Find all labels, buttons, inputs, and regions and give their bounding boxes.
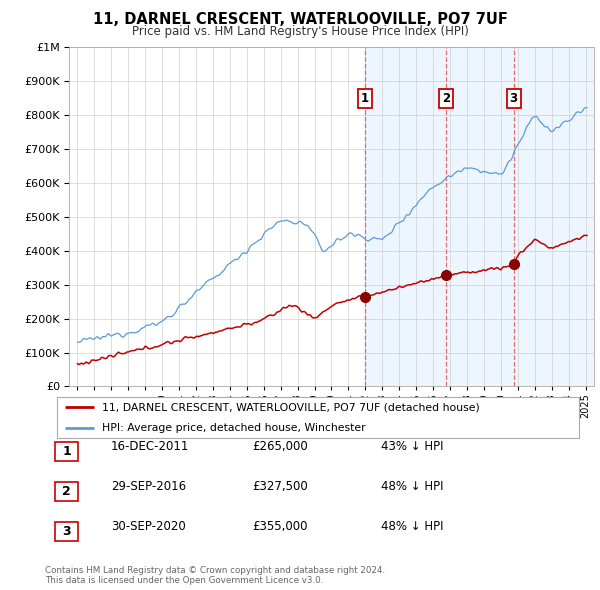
Bar <box>365 47 600 386</box>
Text: £355,000: £355,000 <box>252 520 308 533</box>
Text: 3: 3 <box>62 525 71 538</box>
Text: £327,500: £327,500 <box>252 480 308 493</box>
Text: 48% ↓ HPI: 48% ↓ HPI <box>381 480 443 493</box>
Text: HPI: Average price, detached house, Winchester: HPI: Average price, detached house, Winc… <box>101 422 365 432</box>
Text: 16-DEC-2011: 16-DEC-2011 <box>111 440 190 453</box>
Text: £265,000: £265,000 <box>252 440 308 453</box>
Text: 48% ↓ HPI: 48% ↓ HPI <box>381 520 443 533</box>
FancyBboxPatch shape <box>55 522 78 541</box>
Text: 11, DARNEL CRESCENT, WATERLOOVILLE, PO7 7UF (detached house): 11, DARNEL CRESCENT, WATERLOOVILLE, PO7 … <box>101 402 479 412</box>
Text: This data is licensed under the Open Government Licence v3.0.: This data is licensed under the Open Gov… <box>45 576 323 585</box>
FancyBboxPatch shape <box>55 442 78 461</box>
Text: 1: 1 <box>62 445 71 458</box>
Text: 29-SEP-2016: 29-SEP-2016 <box>111 480 186 493</box>
Text: Contains HM Land Registry data © Crown copyright and database right 2024.: Contains HM Land Registry data © Crown c… <box>45 566 385 575</box>
Text: 3: 3 <box>509 91 518 104</box>
Text: Price paid vs. HM Land Registry's House Price Index (HPI): Price paid vs. HM Land Registry's House … <box>131 25 469 38</box>
Text: 43% ↓ HPI: 43% ↓ HPI <box>381 440 443 453</box>
Text: 30-SEP-2020: 30-SEP-2020 <box>111 520 186 533</box>
Text: 2: 2 <box>62 485 71 498</box>
Text: 2: 2 <box>442 91 450 104</box>
FancyBboxPatch shape <box>55 482 78 501</box>
Text: 1: 1 <box>361 91 369 104</box>
FancyBboxPatch shape <box>56 397 580 438</box>
Text: 11, DARNEL CRESCENT, WATERLOOVILLE, PO7 7UF: 11, DARNEL CRESCENT, WATERLOOVILLE, PO7 … <box>92 12 508 27</box>
